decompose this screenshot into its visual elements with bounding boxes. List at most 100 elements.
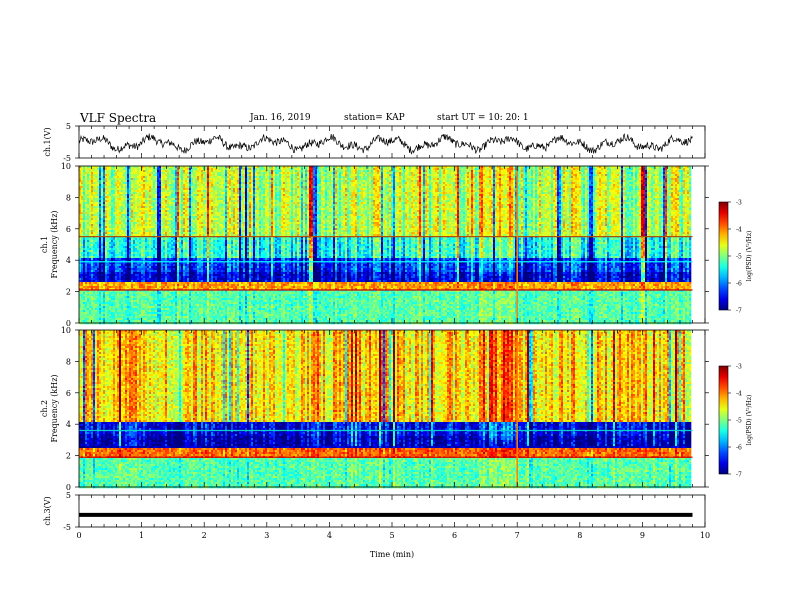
spectrogram-cell	[149, 270, 151, 272]
spectrogram-cell	[169, 176, 171, 178]
spectrogram-cell	[131, 212, 133, 214]
spectrogram-cell	[169, 256, 171, 258]
spectrogram-cell	[107, 190, 109, 192]
spectrogram-cell	[93, 310, 95, 312]
spectrogram-cell	[179, 250, 181, 252]
spectrogram-cell	[195, 248, 197, 250]
spectrogram-cell	[123, 202, 125, 204]
spectrogram-cell	[133, 300, 135, 302]
spectrogram-cell	[183, 230, 185, 232]
spectrogram-cell	[131, 182, 133, 184]
spectrogram-cell	[91, 228, 93, 230]
spectrogram-cell	[165, 284, 167, 286]
spectrogram-cell	[155, 238, 157, 240]
spectrogram-cell	[175, 192, 177, 194]
spectrogram-cell	[187, 250, 189, 252]
spectrogram-cell	[105, 208, 107, 210]
spectrogram-cell	[189, 228, 191, 230]
spectrogram-cell	[101, 284, 103, 286]
spectrogram-cell	[181, 320, 183, 322]
spectrogram-cell	[127, 196, 129, 198]
spectrogram-cell	[145, 178, 147, 180]
spectrogram-cell	[111, 240, 113, 242]
spectrogram-cell	[93, 246, 95, 248]
spectrogram-cell	[135, 224, 137, 226]
spectrogram-cell	[153, 176, 155, 178]
spectrogram-cell	[105, 276, 107, 278]
spectrogram-cell	[113, 206, 115, 208]
spectrogram-cell	[109, 310, 111, 312]
spectrogram-cell	[175, 204, 177, 206]
spectrogram-cell	[149, 278, 151, 280]
spectrogram-cell	[95, 266, 97, 268]
spectrogram-cell	[189, 310, 191, 312]
spectrogram-cell	[129, 250, 131, 252]
spectrogram-cell	[165, 212, 167, 214]
spectrogram-cell	[151, 282, 153, 284]
spectrogram-cell	[195, 172, 197, 174]
spectrogram-cell	[191, 278, 193, 280]
spectrogram-cell	[87, 230, 89, 232]
spectrogram-cell	[89, 294, 91, 296]
spectrogram-cell	[111, 190, 113, 192]
spectrogram-cell	[179, 266, 181, 268]
spectrogram-cell	[165, 196, 167, 198]
spectrogram-cell	[131, 316, 133, 318]
spectrogram-cell	[127, 316, 129, 318]
spectrogram-cell	[143, 254, 145, 256]
spectrogram-cell	[153, 306, 155, 308]
spectrogram-cell	[127, 246, 129, 248]
spectrogram-cell	[161, 238, 163, 240]
spectrogram-cell	[179, 184, 181, 186]
spectrogram-cell	[189, 182, 191, 184]
spectrogram-cell	[143, 282, 145, 284]
spectrogram-cell	[183, 316, 185, 318]
spectrogram-cell	[83, 184, 85, 186]
spectrogram-cell	[99, 264, 101, 266]
spectrogram-cell	[127, 242, 129, 244]
spectrogram-cell	[185, 282, 187, 284]
spectrogram-cell	[189, 278, 191, 280]
spectrogram-cell	[189, 242, 191, 244]
spectrogram-cell	[159, 216, 161, 218]
spectrogram-cell	[91, 174, 93, 176]
spectrogram-cell	[173, 174, 175, 176]
spectrogram-cell	[137, 298, 139, 300]
spectrogram-cell	[183, 180, 185, 182]
spectrogram-cell	[111, 266, 113, 268]
spectrogram-cell	[183, 320, 185, 322]
spectrogram-cell	[137, 230, 139, 232]
spectrogram-cell	[191, 214, 193, 216]
spectrogram-cell	[165, 220, 167, 222]
spectrogram-cell	[115, 200, 117, 202]
spectrogram-cell	[135, 206, 137, 208]
spectrogram-cell	[81, 188, 83, 190]
spectrogram-cell	[159, 242, 161, 244]
spectrogram-cell	[161, 274, 163, 276]
spectrogram-cell	[137, 294, 139, 296]
spectrogram-cell	[115, 180, 117, 182]
spectrogram-cell	[195, 180, 197, 182]
spectrogram-cell	[151, 272, 153, 274]
spectrogram-cell	[121, 186, 123, 188]
spectrogram-cell	[137, 190, 139, 192]
spectrogram-cell	[141, 270, 143, 272]
spectrogram-cell	[99, 180, 101, 182]
spectrogram-cell	[199, 232, 201, 234]
spectrogram-cell	[149, 186, 151, 188]
spectrogram-cell	[131, 194, 133, 196]
spectrogram-cell	[177, 274, 179, 276]
spectrogram-cell	[169, 308, 171, 310]
spectrogram-cell	[179, 226, 181, 228]
spectrogram-cell	[89, 230, 91, 232]
spectrogram-cell	[113, 176, 115, 178]
spectrogram-cell	[123, 232, 125, 234]
spectrogram-cell	[127, 188, 129, 190]
spectrogram-cell	[167, 248, 169, 250]
spectrogram-cell	[85, 302, 87, 304]
spectrogram-cell	[155, 268, 157, 270]
spectrogram-cell	[115, 216, 117, 218]
spectrogram-cell	[201, 190, 203, 192]
spectrogram-cell	[155, 308, 157, 310]
spectrogram-cell	[109, 314, 111, 316]
